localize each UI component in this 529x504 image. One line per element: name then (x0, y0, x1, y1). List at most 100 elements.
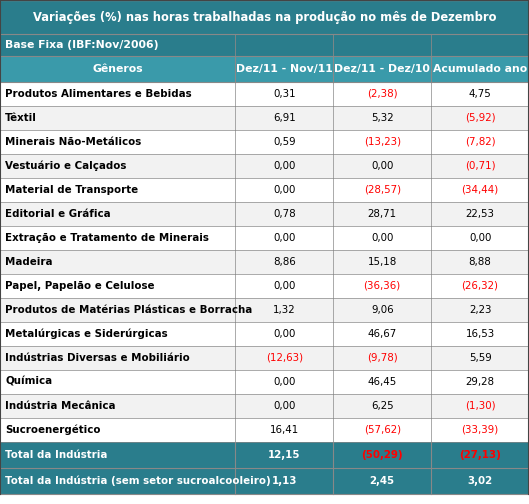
Text: (1,30): (1,30) (465, 401, 495, 411)
Bar (431, 468, 529, 494)
Text: (0,71): (0,71) (465, 161, 495, 171)
Text: Produtos Alimentares e Bebidas: Produtos Alimentares e Bebidas (5, 89, 191, 99)
Bar (0, 250, 235, 274)
Bar (235, 442, 333, 468)
Bar (431, 394, 529, 418)
Bar (235, 154, 333, 178)
Bar (333, 442, 431, 468)
Bar (431, 34, 529, 56)
Bar (235, 394, 333, 418)
Bar (333, 202, 431, 226)
Bar (0, 370, 235, 394)
Bar (235, 250, 333, 274)
Bar (333, 418, 431, 442)
Bar (431, 418, 529, 442)
Text: (7,82): (7,82) (465, 137, 495, 147)
Bar (431, 178, 529, 202)
Text: Indústrias Diversas e Mobiliário: Indústrias Diversas e Mobiliário (5, 353, 190, 363)
Bar (431, 250, 529, 274)
Text: 16,41: 16,41 (270, 425, 299, 435)
Bar (0, 154, 235, 178)
Bar (431, 370, 529, 394)
Text: Minerais Não-Metálicos: Minerais Não-Metálicos (5, 137, 141, 147)
Text: Variações (%) nas horas trabalhadas na produção no mês de Dezembro: Variações (%) nas horas trabalhadas na p… (33, 11, 496, 24)
Text: Extração e Tratamento de Minerais: Extração e Tratamento de Minerais (5, 233, 209, 243)
Bar (235, 226, 333, 250)
Text: 0,00: 0,00 (273, 233, 296, 243)
Text: 1,32: 1,32 (273, 305, 296, 315)
Text: 8,88: 8,88 (469, 257, 491, 267)
Bar (333, 394, 431, 418)
Bar (333, 250, 431, 274)
Bar (333, 322, 431, 346)
Text: Total da Indústria (sem setor sucroalcooleiro): Total da Indústria (sem setor sucroalcoo… (5, 476, 271, 486)
Bar (431, 56, 529, 82)
Text: 0,00: 0,00 (273, 161, 296, 171)
Text: 0,59: 0,59 (273, 137, 296, 147)
Bar (0, 226, 235, 250)
Text: Editorial e Gráfica: Editorial e Gráfica (5, 209, 111, 219)
Bar (431, 346, 529, 370)
Text: 0,31: 0,31 (273, 89, 296, 99)
Text: Total da Indústria: Total da Indústria (5, 450, 107, 460)
Bar (235, 130, 333, 154)
Bar (333, 226, 431, 250)
Bar (333, 154, 431, 178)
Text: 0,00: 0,00 (273, 185, 296, 195)
Text: 3,02: 3,02 (468, 476, 492, 486)
Bar (235, 202, 333, 226)
Bar (431, 322, 529, 346)
Text: (26,32): (26,32) (462, 281, 498, 291)
Text: 0,00: 0,00 (371, 161, 394, 171)
Bar (0, 394, 235, 418)
Text: 15,18: 15,18 (368, 257, 397, 267)
Bar (431, 298, 529, 322)
Bar (333, 178, 431, 202)
Text: (28,57): (28,57) (363, 185, 401, 195)
Bar (333, 274, 431, 298)
Text: 5,32: 5,32 (371, 113, 394, 123)
Bar (0, 0, 529, 34)
Bar (431, 82, 529, 106)
Bar (431, 226, 529, 250)
Text: 6,25: 6,25 (371, 401, 394, 411)
Bar (333, 370, 431, 394)
Text: 12,15: 12,15 (268, 450, 300, 460)
Bar (0, 56, 235, 82)
Bar (0, 442, 235, 468)
Text: Papel, Papelão e Celulose: Papel, Papelão e Celulose (5, 281, 154, 291)
Bar (235, 322, 333, 346)
Text: Sucroenergético: Sucroenergético (5, 425, 101, 435)
Text: Acumulado ano: Acumulado ano (433, 64, 527, 74)
Text: Têxtil: Têxtil (5, 113, 37, 123)
Text: 0,00: 0,00 (469, 233, 491, 243)
Text: 5,59: 5,59 (469, 353, 491, 363)
Bar (333, 106, 431, 130)
Text: 0,00: 0,00 (273, 377, 296, 387)
Text: Química: Química (5, 377, 52, 387)
Text: Madeira: Madeira (5, 257, 52, 267)
Text: 22,53: 22,53 (466, 209, 495, 219)
Text: 46,67: 46,67 (368, 329, 397, 339)
Bar (235, 106, 333, 130)
Bar (333, 346, 431, 370)
Text: 4,75: 4,75 (469, 89, 491, 99)
Bar (333, 82, 431, 106)
Bar (431, 130, 529, 154)
Bar (235, 346, 333, 370)
Bar (235, 56, 333, 82)
Text: 9,06: 9,06 (371, 305, 394, 315)
Bar (0, 202, 235, 226)
Text: (12,63): (12,63) (266, 353, 303, 363)
Bar (431, 202, 529, 226)
Text: 0,00: 0,00 (273, 281, 296, 291)
Bar (235, 178, 333, 202)
Bar (235, 274, 333, 298)
Text: 1,13: 1,13 (271, 476, 297, 486)
Bar (431, 106, 529, 130)
Text: (9,78): (9,78) (367, 353, 398, 363)
Text: Metalúrgicas e Siderúrgicas: Metalúrgicas e Siderúrgicas (5, 329, 168, 339)
Bar (235, 82, 333, 106)
Bar (0, 418, 235, 442)
Text: 8,86: 8,86 (273, 257, 296, 267)
